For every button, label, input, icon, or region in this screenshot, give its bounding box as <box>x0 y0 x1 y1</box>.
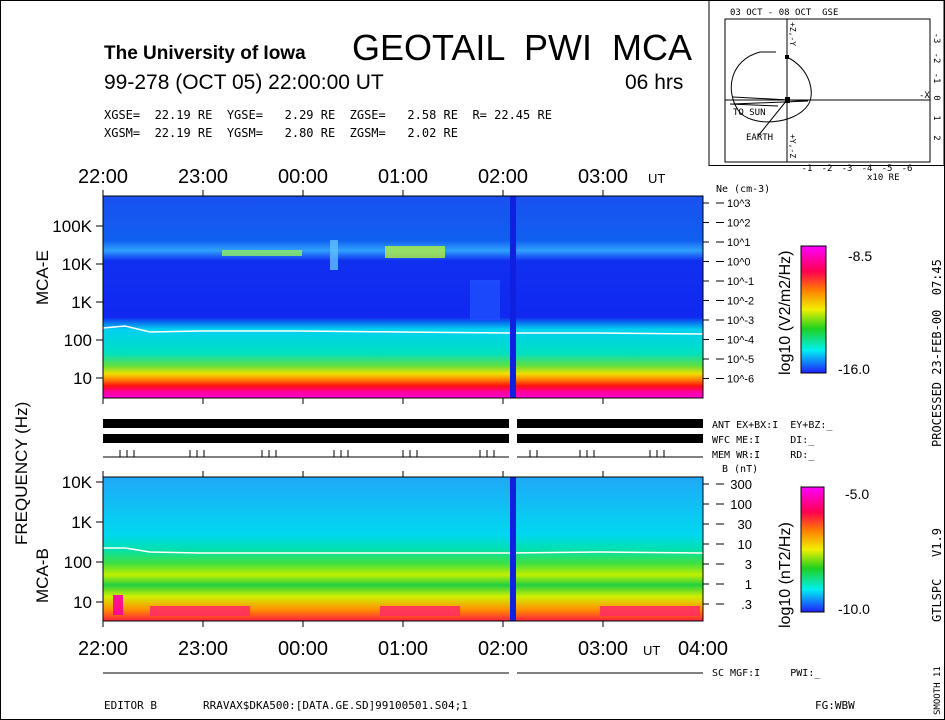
frequency-axis-label: FREQUENCY (Hz) <box>12 402 31 545</box>
time-tick-label: 01:00 <box>378 638 428 660</box>
mca-b-title: MCA-B <box>33 548 52 603</box>
duration: 06 hrs <box>625 71 683 94</box>
time-tick-label: 23:00 <box>178 166 228 188</box>
frequency-tick-label: 100 <box>64 553 92 572</box>
smooth-label: SMOOTH 11 <box>933 666 943 715</box>
orbit-y-tick-label: -1 <box>931 73 941 84</box>
mca-e-colorbar <box>800 245 827 374</box>
institution: The University of Iowa <box>104 43 306 64</box>
b-tick-label: 3 <box>745 557 752 572</box>
axis-x-label: -X <box>919 91 930 101</box>
orbit-title: 03 OCT - 08 OCT GSE <box>730 8 838 18</box>
frequency-tick-label: 1K <box>71 513 92 532</box>
mca-e-spectrogram <box>102 195 704 399</box>
time-tick-label: 22:00 <box>78 638 128 660</box>
frequency-tick-label: 100 <box>64 331 92 350</box>
status-mem: MEM WR:I RD:_ <box>712 450 815 461</box>
mca-b-colorbar <box>800 486 825 613</box>
time-tick-label: 00:00 <box>278 638 328 660</box>
orbit-x-tick-label: -1 <box>802 164 813 174</box>
mca-e-colorbar-label: log10 (V2/m2/Hz) <box>777 251 794 376</box>
orbit-y-tick-label: -3 <box>931 33 941 44</box>
plot-title: GEOTAIL PWI MCA <box>352 27 692 68</box>
orbit-y-tick-label: 1 <box>931 115 941 120</box>
mca-b-colorbar-label: log10 (nT2/Hz) <box>777 522 794 628</box>
orbit-y-tick-label: -2 <box>931 53 941 64</box>
axis-up-label: +Z,-Y <box>788 22 797 46</box>
orbit-x-tick-label: -4 <box>862 164 873 174</box>
orbit-x-tick-label: -6 <box>902 164 913 174</box>
ne-tick-label: 10^-2 <box>727 296 754 308</box>
frequency-tick-label: 10 <box>73 593 92 612</box>
orbit-inset: 03 OCT - 08 OCT GSE TO SUN EARTH -X +Z,-… <box>708 0 945 183</box>
ut-unit-label: UT <box>643 643 660 658</box>
ne-tick-label: 10^-6 <box>727 374 754 386</box>
orbit-x-tick-label: -5 <box>882 164 893 174</box>
time-tick-label: 00:00 <box>278 166 328 188</box>
ne-tick-label: 10^3 <box>727 198 751 210</box>
b-tick-label: 1 <box>745 577 752 592</box>
ne-tick-label: 10^-3 <box>727 315 754 327</box>
b-tick-label: 100 <box>730 497 752 512</box>
time-tick-label: 02:00 <box>478 638 528 660</box>
mca-b-colorbar-max: -5.0 <box>845 486 869 502</box>
time-tick-label: 23:00 <box>178 638 228 660</box>
orbit-x-tick-label: -3 <box>842 164 853 174</box>
time-tick-label: 03:00 <box>578 166 628 188</box>
status-wfc: WFC ME:I DI:_ <box>712 435 815 446</box>
orbit-x-tick-label: -2 <box>822 164 833 174</box>
ne-tick-label: 10^-4 <box>727 335 754 347</box>
earth-label: EARTH <box>746 133 773 143</box>
b-tick-label: .3 <box>741 597 752 612</box>
frequency-tick-label: 10 <box>73 369 92 388</box>
to-sun-label: TO SUN <box>733 108 766 118</box>
frequency-tick-label: 10K <box>62 255 93 274</box>
version-label: GTLSPC V1.9 <box>930 528 944 622</box>
editor-label: EDITOR B <box>104 699 157 712</box>
mca-e-colorbar-min: -16.0 <box>838 361 870 377</box>
b-tick-label: 10 <box>738 537 752 552</box>
time-tick-label: 02:00 <box>478 166 528 188</box>
processed-label: PROCESSED 23-FEB-00 07:45 <box>930 259 944 447</box>
status-bars <box>103 419 703 674</box>
gsm-coordinates: XGSM= 22.19 RE YGSM= 2.80 RE ZGSM= 2.02 … <box>104 126 458 140</box>
orbit-x-unit: x10 RE <box>867 173 900 183</box>
fg-label: FG:WBW <box>815 699 855 712</box>
ne-tick-label: 10^1 <box>727 237 751 249</box>
time-tick-label: 04:00 <box>678 638 728 660</box>
mca-b-colorbar-min: -10.0 <box>838 601 870 617</box>
frequency-tick-label: 100K <box>52 217 92 236</box>
frequency-tick-label: 1K <box>71 293 92 312</box>
orbit-y-tick-label: 0 <box>931 95 941 100</box>
ne-tick-label: 10^0 <box>727 257 751 269</box>
ne-axis-label: Ne (cm-3) <box>716 184 770 195</box>
ne-tick-label: 10^2 <box>727 218 751 230</box>
time-tick-label: 03:00 <box>578 638 628 660</box>
time-tick-label: 01:00 <box>378 166 428 188</box>
b-axis-label: B (nT) <box>722 464 758 475</box>
axis-down-label: +Y,-Z <box>788 134 797 158</box>
status-sc: SC MGF:I PWI:_ <box>712 668 821 679</box>
status-ant: ANT EX+BX:I EY+BZ:_ <box>712 420 833 431</box>
b-tick-label: 30 <box>738 517 752 532</box>
orbit-y-tick-label: 2 <box>931 135 941 140</box>
date-line: 99-278 (OCT 05) 22:00:00 UT <box>104 71 384 94</box>
mca-e-title: MCA-E <box>33 250 52 305</box>
ne-tick-label: 10^-5 <box>727 354 754 366</box>
ut-unit-label: UT <box>648 171 665 186</box>
file-path: RRAVAX$DKA500:[DATA.GE.SD]99100501.S04;1 <box>203 699 468 712</box>
frequency-tick-label: 10K <box>62 473 93 492</box>
mca-e-colorbar-max: -8.5 <box>848 248 872 264</box>
mca-b-spectrogram <box>102 476 704 622</box>
gse-coordinates: XGSE= 22.19 RE YGSE= 2.29 RE ZGSE= 2.58 … <box>104 108 552 122</box>
time-tick-label: 22:00 <box>78 166 128 188</box>
b-tick-label: 300 <box>730 477 752 492</box>
ne-tick-label: 10^-1 <box>727 276 754 288</box>
